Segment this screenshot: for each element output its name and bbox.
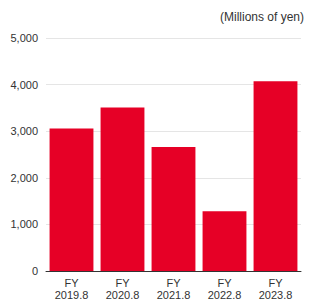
svg-text:2020.8: 2020.8: [106, 289, 140, 301]
svg-text:FY: FY: [217, 277, 232, 289]
svg-text:2023.8: 2023.8: [259, 289, 293, 301]
svg-text:5,000: 5,000: [10, 32, 38, 44]
svg-text:2019.8: 2019.8: [55, 289, 89, 301]
svg-text:4,000: 4,000: [10, 79, 38, 91]
svg-text:1,000: 1,000: [10, 218, 38, 230]
svg-text:3,000: 3,000: [10, 125, 38, 137]
svg-text:FY: FY: [64, 277, 79, 289]
svg-text:FY: FY: [115, 277, 130, 289]
svg-text:2,000: 2,000: [10, 172, 38, 184]
svg-text:2022.8: 2022.8: [208, 289, 242, 301]
svg-text:FY: FY: [268, 277, 283, 289]
svg-text:0: 0: [32, 265, 38, 277]
svg-text:FY: FY: [166, 277, 181, 289]
svg-text:(Millions of yen): (Millions of yen): [220, 10, 304, 24]
svg-text:2021.8: 2021.8: [157, 289, 191, 301]
